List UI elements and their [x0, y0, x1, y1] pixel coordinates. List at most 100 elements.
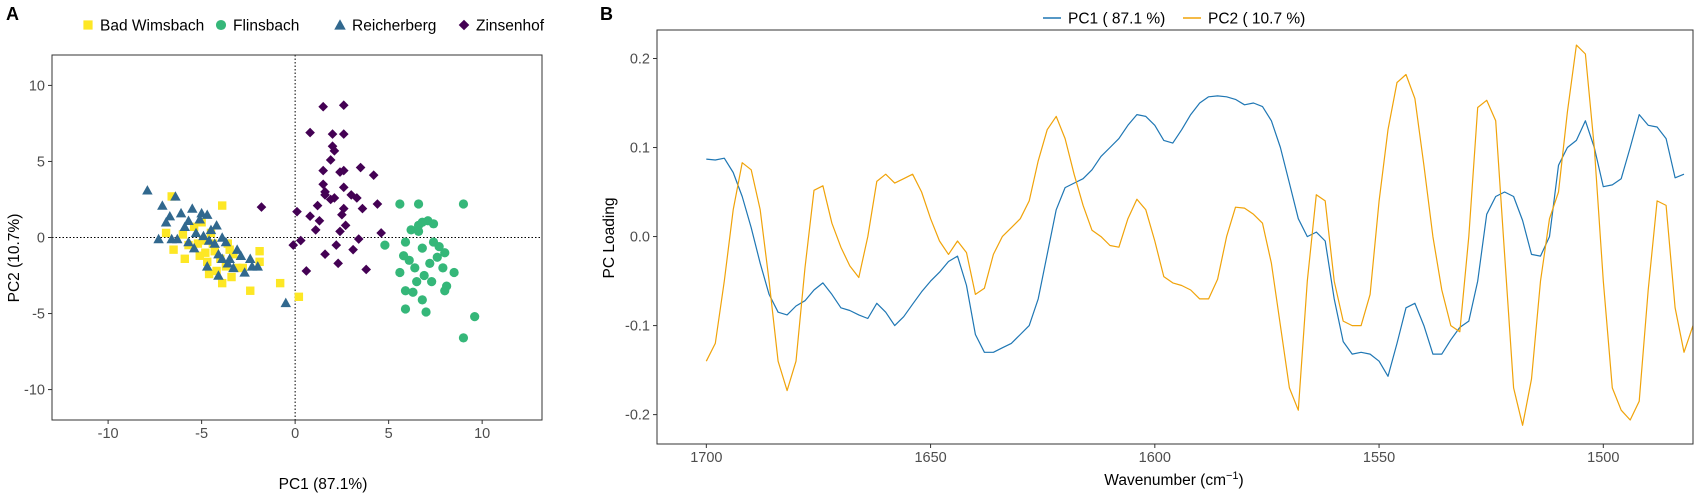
data-point [187, 203, 198, 213]
data-point [305, 211, 315, 222]
data-point [458, 333, 469, 343]
data-point [400, 304, 411, 314]
data-point [417, 217, 427, 227]
panel-a-letter: A [6, 4, 19, 24]
data-point [318, 101, 329, 112]
data-point [310, 225, 321, 235]
data-point [329, 193, 340, 203]
data-point [201, 248, 210, 257]
data-point [189, 222, 199, 232]
x-tick-label: 1500 [1587, 450, 1619, 466]
data-point [255, 246, 264, 256]
data-point [417, 295, 427, 305]
legend-item: Flinsbach [215, 18, 299, 35]
data-point [458, 199, 469, 209]
data-point [275, 278, 285, 288]
legend-item: Zinsenhof [458, 18, 545, 35]
data-point [413, 199, 424, 209]
data-point [183, 215, 194, 225]
data-point [372, 199, 383, 209]
data-point [449, 267, 459, 278]
data-point [161, 228, 171, 238]
data-point [157, 200, 168, 210]
data-point [406, 225, 416, 235]
data-point [408, 287, 418, 297]
data-point [183, 236, 194, 247]
panel-a-series-zinsenhof [256, 100, 386, 276]
data-point [212, 266, 221, 276]
data-point [178, 230, 188, 239]
data-point [338, 100, 349, 111]
panel-a-legend: Bad Wimsbach Flinsbach Reicherberg Zinsenho… [83, 18, 545, 35]
data-point [238, 263, 247, 273]
data-point [213, 270, 224, 280]
panel-a-y-axis-title: PC2 (10.7%) [6, 214, 23, 303]
data-point [229, 250, 238, 259]
panel-b-series-line-2 [705, 44, 1694, 426]
x-tick-label: 1550 [1363, 450, 1395, 466]
data-point [376, 228, 386, 238]
data-point [398, 251, 409, 261]
panel-a-x-axis-title: PC1 (87.1%) [279, 476, 368, 493]
data-point [294, 292, 304, 302]
legend-label: Zinsenhof [476, 18, 545, 35]
data-point [425, 258, 435, 268]
data-point [167, 192, 176, 201]
data-point [325, 155, 336, 165]
data-point [160, 217, 172, 227]
panel-a-series-reicherberg [142, 185, 292, 308]
data-point [428, 219, 439, 229]
panel-b-letter: B [600, 4, 613, 24]
data-point [318, 179, 329, 190]
y-tick-label: -10 [24, 383, 45, 399]
data-point [421, 307, 431, 317]
panel-b-x-axis-title: Wavenumber (cm−1) [1104, 470, 1243, 489]
data-point [380, 240, 390, 250]
panel-b-line-chart: B PC1 ( 87.1 %) PC2 ( 10.7 %) 1700 1650 160… [600, 4, 1694, 489]
data-point [217, 278, 227, 288]
data-point [188, 242, 200, 253]
data-point [190, 227, 202, 238]
data-point [432, 252, 442, 262]
legend-item: Bad Wimsbach [83, 18, 204, 35]
data-point [252, 261, 263, 271]
data-point [400, 286, 411, 296]
panel-b-plot-border [656, 29, 1694, 445]
data-point [235, 250, 247, 260]
data-point [327, 141, 338, 152]
panel-a-axes: -10 -5 0 5 10 -10 -5 0 5 10 [24, 54, 543, 442]
data-point [203, 235, 215, 245]
data-point [353, 234, 364, 244]
data-point [220, 236, 232, 247]
data-point [231, 244, 243, 254]
data-point [227, 272, 236, 282]
data-point [312, 200, 323, 211]
data-point [232, 263, 242, 273]
data-point [201, 261, 213, 271]
x-tick-label: 1600 [1139, 450, 1171, 466]
data-point [166, 233, 177, 244]
data-point [255, 257, 264, 267]
data-point [222, 258, 234, 268]
data-point [209, 238, 220, 248]
y-tick-label: -5 [32, 307, 45, 323]
data-point [352, 193, 362, 203]
data-point [170, 191, 181, 201]
x-tick-label: -10 [98, 426, 119, 442]
y-tick-label: 0.2 [630, 51, 650, 67]
x-tick-label: 1650 [914, 450, 946, 466]
data-point [217, 201, 227, 210]
data-point [204, 269, 214, 279]
x-tick-label: 0 [291, 426, 299, 442]
data-point [295, 235, 306, 246]
legend-item: Reicherberg [334, 18, 436, 35]
panel-b-y-axis-title: PC Loading [601, 197, 618, 278]
data-point [164, 210, 176, 221]
data-point [333, 258, 343, 269]
data-point [337, 209, 347, 220]
panel-a-series-bad-wimsbach [161, 192, 304, 302]
data-point [225, 245, 234, 254]
data-point [239, 267, 250, 277]
data-point [305, 127, 315, 138]
